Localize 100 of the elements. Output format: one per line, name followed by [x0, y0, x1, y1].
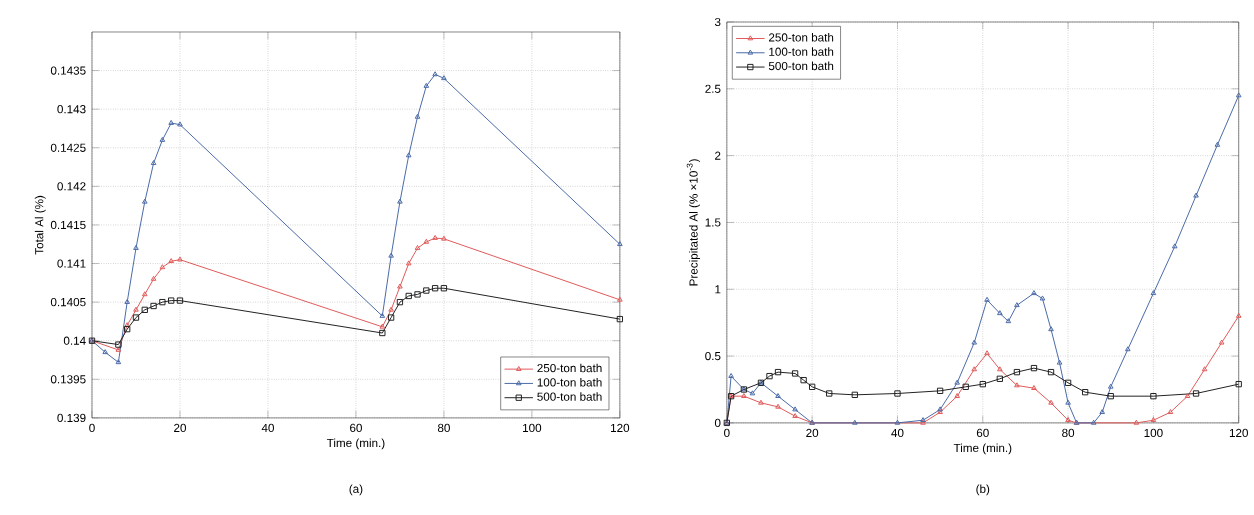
point — [1107, 393, 1114, 400]
y-tick-label: 2.5 — [705, 84, 721, 93]
y-tick-label: 0.1425 — [50, 143, 86, 152]
legend-label: 500-ton bath — [537, 392, 602, 401]
point — [1047, 369, 1055, 376]
point — [1014, 302, 1020, 308]
point — [405, 292, 412, 300]
point — [102, 349, 108, 355]
point — [414, 113, 421, 119]
point — [115, 341, 122, 348]
point — [1056, 359, 1063, 365]
point — [124, 326, 131, 333]
point — [396, 299, 404, 306]
legend-label: 100-ton bath — [769, 47, 834, 56]
y-tick-label: 0.1395 — [50, 375, 86, 384]
point — [775, 393, 781, 399]
point — [177, 121, 183, 127]
x-tick-label: 80 — [1062, 428, 1075, 438]
point — [1064, 379, 1072, 387]
point — [397, 283, 403, 289]
point — [1214, 141, 1221, 147]
point — [141, 306, 148, 314]
y-tick-label: 0.141 — [57, 259, 86, 268]
x-tick-label: 120 — [1229, 428, 1248, 438]
point — [1150, 393, 1157, 400]
x-tick-label: 0 — [89, 423, 95, 433]
point — [150, 302, 157, 310]
point — [168, 258, 174, 264]
point — [1090, 419, 1097, 425]
x-tick-label: 20 — [174, 423, 187, 433]
y-tick-label: 0.5 — [705, 352, 721, 361]
x-tick-label: 0 — [724, 428, 730, 438]
point — [808, 383, 816, 391]
point — [388, 252, 394, 258]
x-tick-label: 60 — [350, 423, 362, 433]
point — [379, 312, 386, 318]
point — [1030, 365, 1038, 372]
point — [1039, 295, 1046, 301]
point — [852, 419, 858, 425]
point — [150, 275, 157, 281]
point — [133, 306, 139, 312]
point — [775, 403, 781, 409]
y-tick-label: 0.143 — [57, 105, 86, 114]
point — [432, 71, 438, 77]
point — [431, 285, 439, 292]
point — [766, 373, 773, 380]
legend-label: 100-ton bath — [537, 378, 602, 387]
point — [1014, 382, 1020, 388]
point — [954, 393, 960, 399]
point — [405, 152, 412, 158]
point — [441, 235, 447, 241]
point — [894, 419, 901, 425]
y-tick-label: 0.1435 — [50, 66, 86, 75]
point — [159, 264, 166, 270]
point — [1107, 383, 1114, 389]
point — [133, 245, 139, 250]
point — [115, 359, 122, 365]
point — [749, 390, 756, 396]
point — [379, 323, 386, 329]
point — [423, 82, 430, 88]
y-axis-title: Total Al (%) — [34, 195, 46, 255]
x-tick-label: 60 — [976, 428, 989, 438]
point — [441, 75, 447, 81]
x-axis-title: Time (min.) — [326, 438, 385, 450]
point — [984, 296, 990, 302]
point — [414, 291, 421, 298]
point — [758, 399, 764, 405]
y-tick-label: 0.139 — [57, 413, 86, 423]
point — [851, 391, 858, 399]
point — [1167, 409, 1174, 415]
point — [168, 119, 174, 125]
point — [997, 366, 1003, 372]
point — [1218, 339, 1225, 345]
x-tick-label: 120 — [611, 423, 630, 433]
legend-label: 250-ton bath — [768, 33, 834, 42]
point — [826, 390, 833, 397]
x-tick-label: 100 — [1144, 428, 1163, 438]
point — [1048, 399, 1054, 405]
point — [1192, 390, 1200, 397]
point — [1125, 346, 1131, 352]
y-tick-label: 0.142 — [57, 182, 86, 191]
point — [1235, 381, 1242, 388]
point — [1048, 326, 1054, 332]
point — [124, 299, 130, 305]
point — [728, 373, 734, 379]
y-tick-label: 2 — [715, 151, 721, 160]
point — [1150, 290, 1157, 296]
point — [423, 287, 430, 294]
point — [894, 390, 901, 397]
point — [1065, 417, 1071, 423]
point — [962, 383, 969, 391]
text: (a) — [349, 484, 363, 496]
point — [1013, 369, 1021, 376]
x-tick-label: 100 — [523, 423, 542, 433]
point — [159, 299, 166, 306]
point — [1081, 389, 1089, 396]
point — [954, 379, 960, 385]
point — [405, 260, 412, 266]
point — [1031, 290, 1037, 296]
point — [440, 285, 448, 292]
